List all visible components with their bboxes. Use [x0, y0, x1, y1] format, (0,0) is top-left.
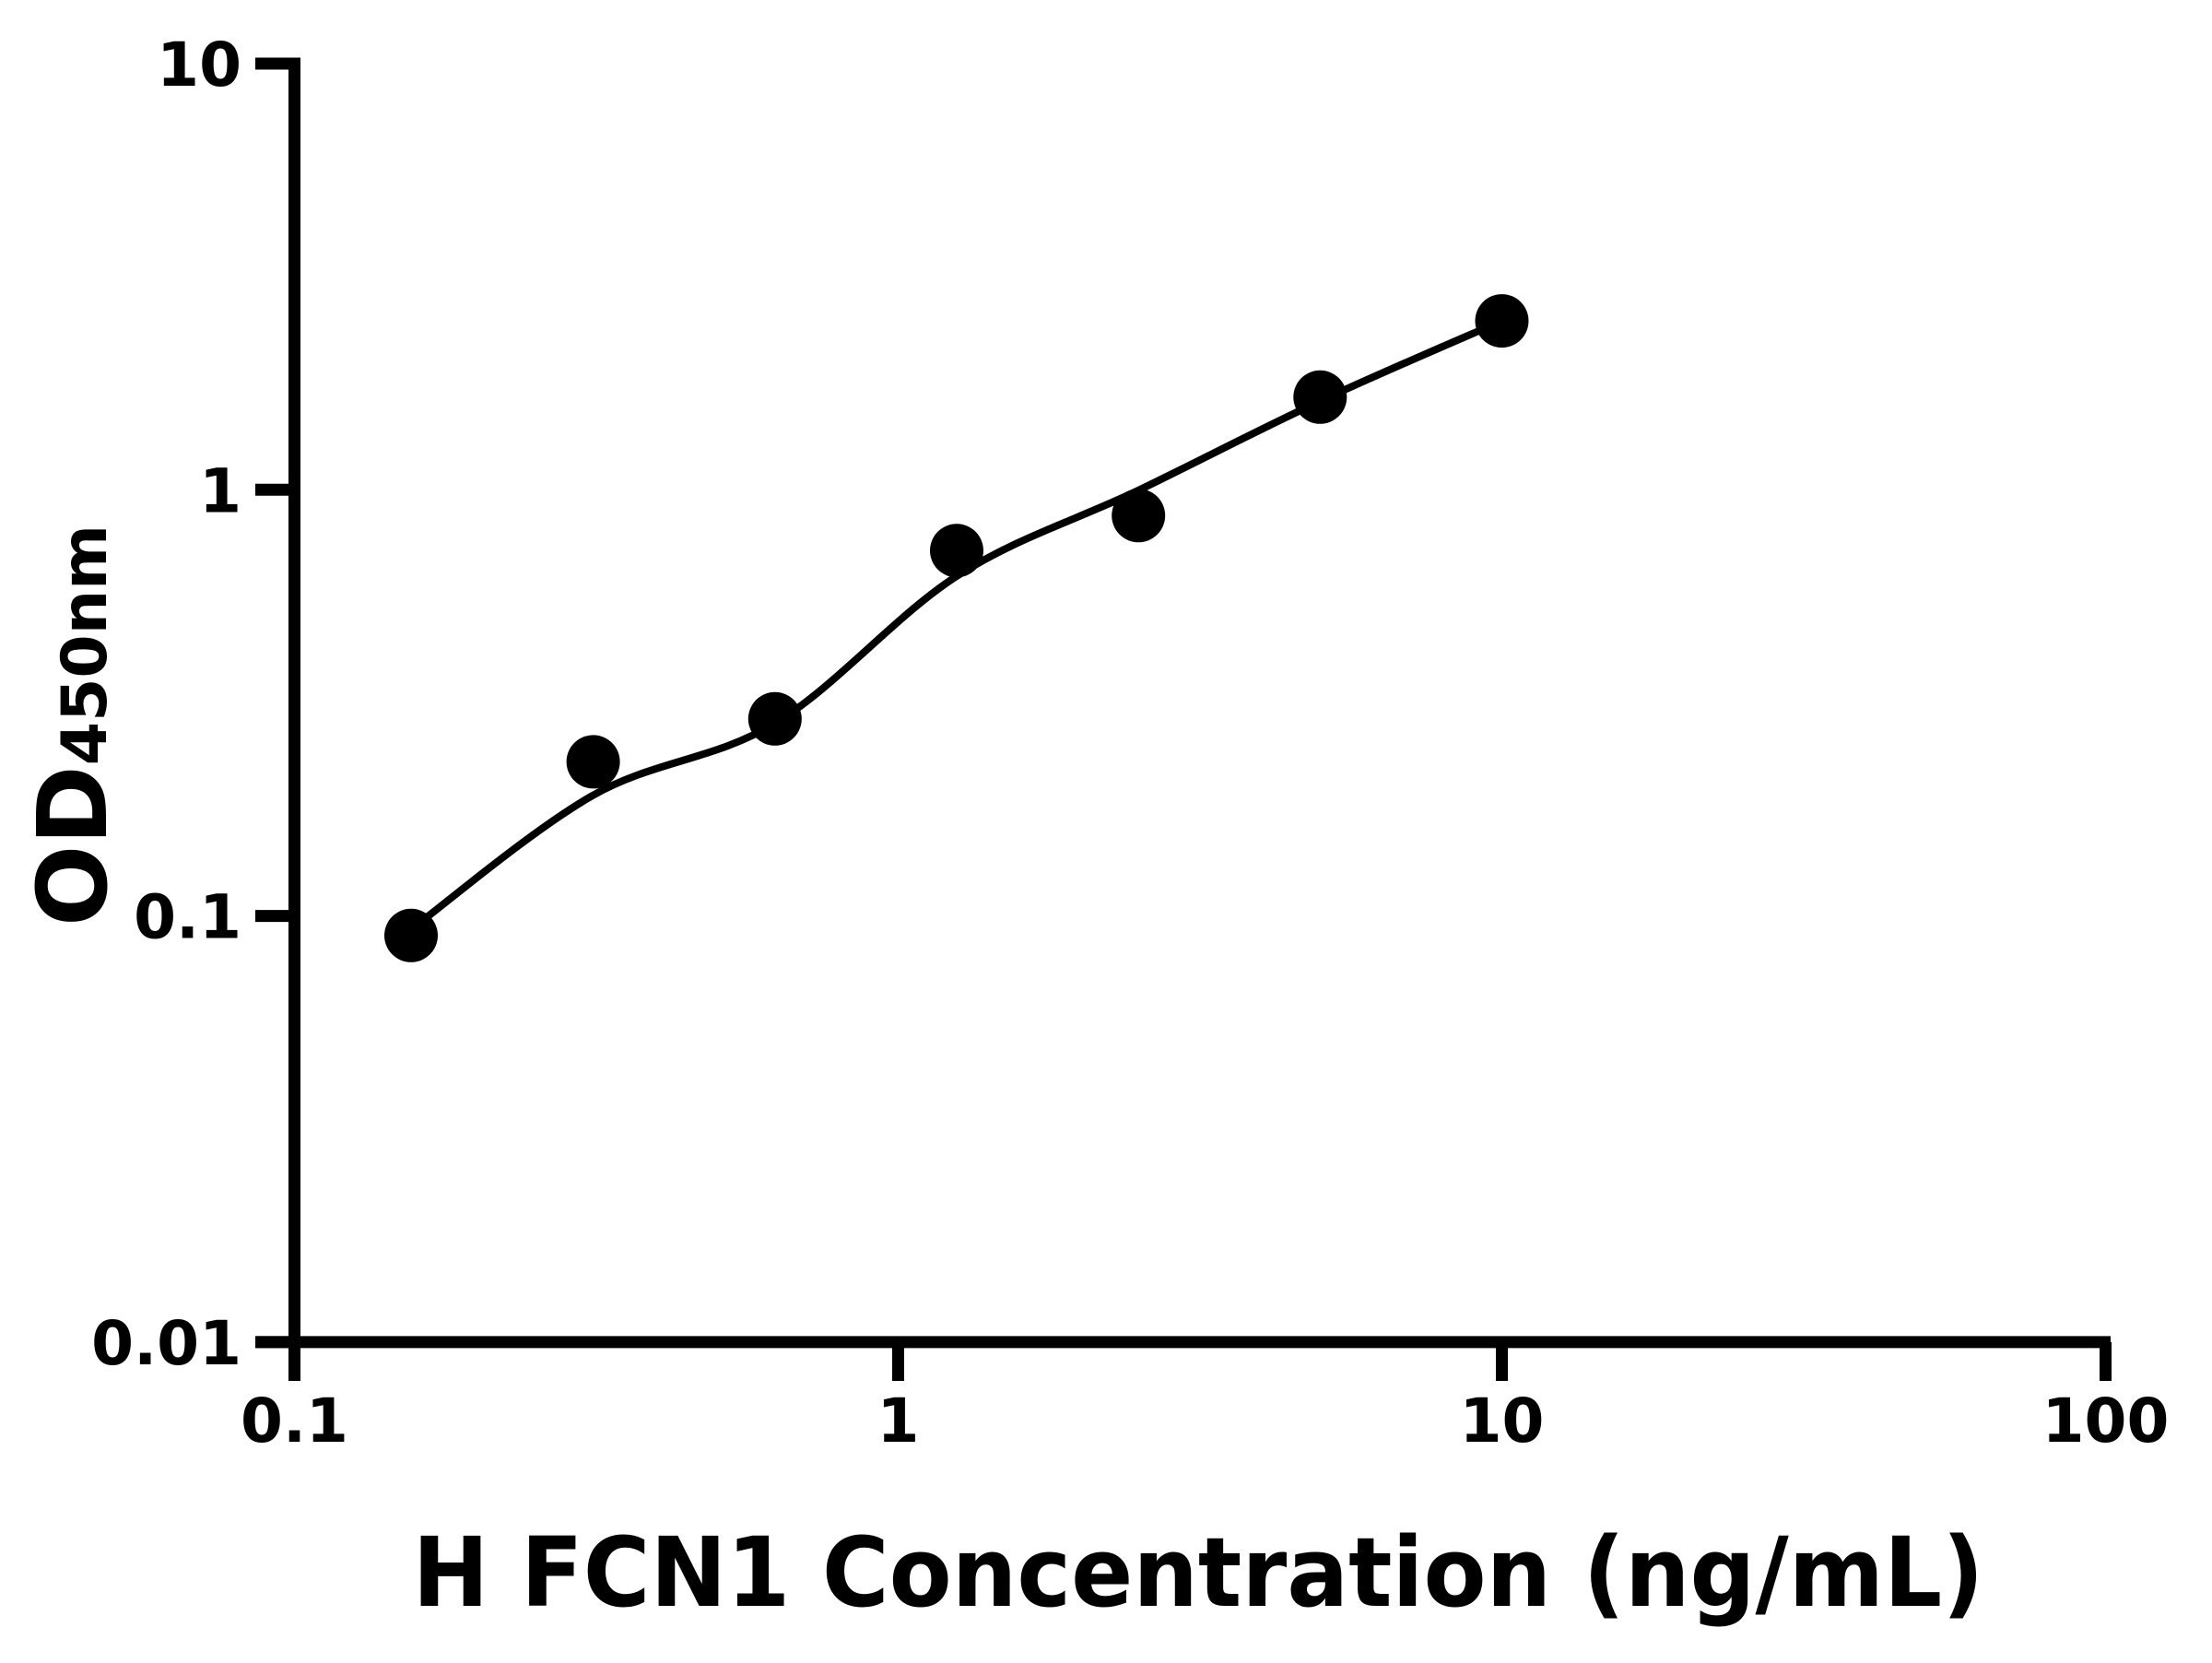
y-axis-title: OD450nm: [17, 525, 129, 926]
y-tick-label: 0.01: [91, 1308, 241, 1379]
y-axis-tick-labels: 10 1 0.1 0.01: [91, 29, 241, 1379]
y-axis-title-main: OD: [17, 765, 129, 926]
data-point-marker: [930, 524, 983, 578]
x-axis-title: H FCN1 Concentration (ng/mL): [413, 1516, 1984, 1629]
data-point-marker: [1475, 294, 1529, 348]
data-point-marker: [1112, 489, 1166, 543]
y-tick-label: 0.1: [134, 882, 241, 953]
x-tick-label: 1: [877, 1386, 920, 1457]
x-tick-label: 10: [1460, 1386, 1545, 1457]
data-point-marker: [747, 691, 802, 746]
data-point-marker: [566, 735, 620, 789]
y-tick-label: 1: [199, 455, 241, 526]
y-axis-ticks: [255, 57, 300, 1349]
x-tick-label: 100: [2042, 1386, 2170, 1457]
x-axis-tick-labels: 0.1 1 10 100: [241, 1386, 2169, 1457]
x-axis-ticks: [288, 1341, 2112, 1381]
y-tick-label: 10: [157, 29, 241, 100]
data-point-markers: [384, 294, 1529, 962]
data-point-marker: [384, 908, 438, 962]
x-tick-label: 0.1: [241, 1386, 348, 1457]
y-axis-title-subscript: 450nm: [49, 525, 122, 765]
data-point-marker: [1293, 370, 1347, 424]
